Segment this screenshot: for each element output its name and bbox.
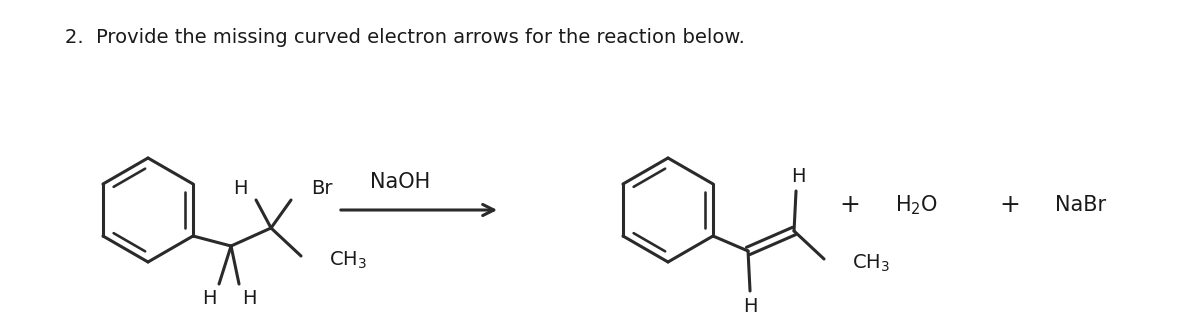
Text: H: H [743,297,757,316]
Text: H: H [791,167,805,185]
Text: NaBr: NaBr [1055,195,1106,215]
Text: Br: Br [311,178,332,197]
Text: +: + [1000,193,1020,217]
Text: H: H [241,289,257,308]
Text: H: H [234,178,248,197]
Text: CH$_3$: CH$_3$ [852,253,890,274]
Text: H$_2$O: H$_2$O [895,193,938,217]
Text: H: H [202,289,216,308]
Text: 2.  Provide the missing curved electron arrows for the reaction below.: 2. Provide the missing curved electron a… [65,28,745,47]
Text: +: + [840,193,860,217]
Text: NaOH: NaOH [370,172,430,192]
Text: CH$_3$: CH$_3$ [329,249,367,271]
